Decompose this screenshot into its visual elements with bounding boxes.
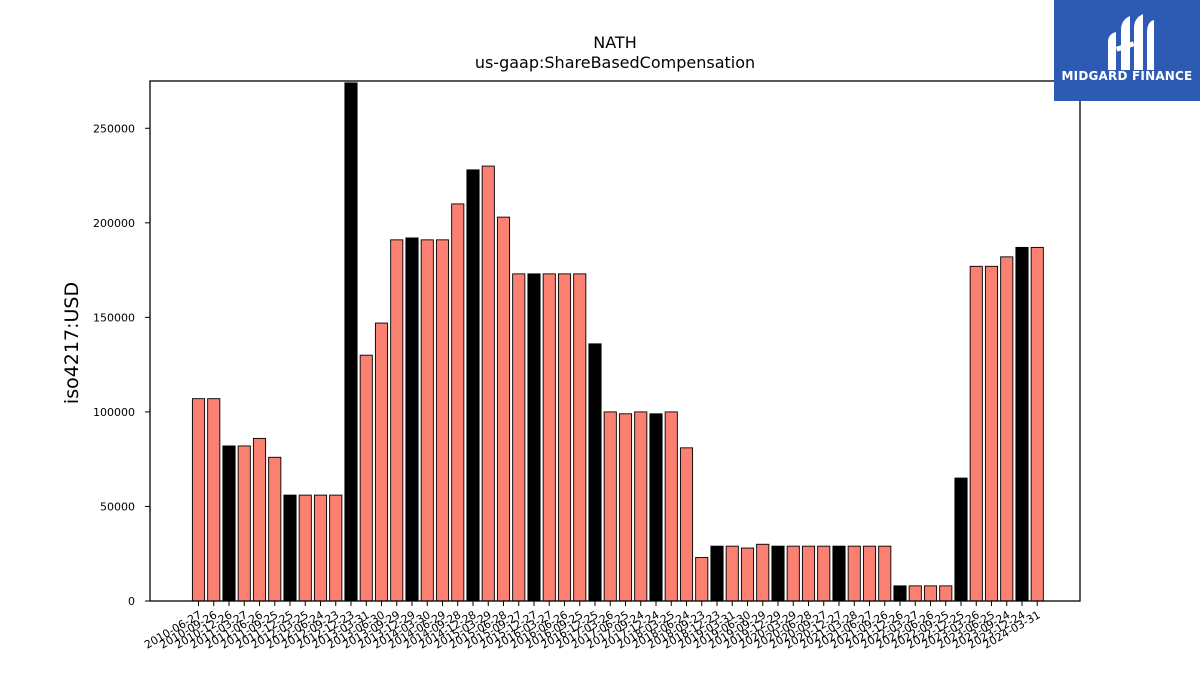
bar-2011-03-27 xyxy=(237,445,251,602)
bar-2010-09-26 xyxy=(207,398,221,602)
bar-2010-06-27 xyxy=(191,398,206,602)
bar-2023-03-26 xyxy=(969,265,983,602)
bar-2016-12-25 xyxy=(588,343,602,602)
midgard-finance-logo: MIDGARD FINANCE xyxy=(1054,0,1200,101)
bar-2023-06-25 xyxy=(984,265,999,602)
bar-2018-09-23 xyxy=(695,557,709,602)
plot-frame xyxy=(149,80,1081,602)
bar-2017-06-25 xyxy=(618,413,633,602)
bar-2017-12-24 xyxy=(649,413,663,602)
bar-2019-12-29 xyxy=(771,545,785,602)
bar-2016-06-26 xyxy=(557,273,572,602)
bar-2020-12-27 xyxy=(832,545,846,602)
y-tick-label: 0 xyxy=(128,595,135,608)
midgard-logo-icon xyxy=(1108,14,1154,70)
bar-2011-12-25 xyxy=(283,494,297,602)
bar-2011-09-25 xyxy=(268,456,282,602)
bar-2013-09-29 xyxy=(390,239,404,602)
bar-2014-03-30 xyxy=(420,239,434,602)
bar-2021-12-26 xyxy=(893,585,907,602)
bar-2021-03-28 xyxy=(847,545,861,602)
bar-2010-12-26 xyxy=(222,445,236,602)
bar-2018-06-24 xyxy=(679,447,694,602)
bar-2014-06-29 xyxy=(435,239,450,602)
bar-2023-12-24 xyxy=(1015,246,1029,602)
bar-2019-06-30 xyxy=(740,547,755,602)
y-tick-label: 200000 xyxy=(93,217,135,230)
y-axis-label: iso4217:USD xyxy=(61,282,83,404)
bar-2022-06-26 xyxy=(923,585,938,602)
bar-2017-09-24 xyxy=(634,411,648,602)
bar-2014-12-28 xyxy=(466,169,480,602)
bar-2019-09-29 xyxy=(756,543,770,602)
bar-2015-09-27 xyxy=(512,273,526,602)
bar-2021-06-27 xyxy=(862,545,877,602)
bar-2013-06-30 xyxy=(374,322,389,602)
bar-2011-06-26 xyxy=(252,437,267,602)
chart-title: NATH xyxy=(593,33,636,52)
bar-2017-03-26 xyxy=(603,411,617,602)
bar-2012-12-23 xyxy=(344,82,358,602)
bar-2018-03-25 xyxy=(664,411,678,602)
bar-2020-03-29 xyxy=(786,545,800,602)
bar-2021-09-26 xyxy=(878,545,892,602)
bar-2015-03-29 xyxy=(481,165,495,602)
y-tick-label: 50000 xyxy=(100,500,135,513)
y-tick-label: 250000 xyxy=(93,122,135,135)
bar-2024-03-31 xyxy=(1030,246,1044,602)
bar-2023-09-24 xyxy=(1000,256,1014,602)
bar-2013-12-29 xyxy=(405,237,419,602)
bar-2016-09-25 xyxy=(573,273,587,602)
logo-text: MIDGARD FINANCE xyxy=(1061,69,1193,83)
bar-2022-03-27 xyxy=(908,585,922,602)
bar-2018-12-23 xyxy=(710,545,724,602)
bar-2012-03-25 xyxy=(298,494,312,602)
bar-2020-09-27 xyxy=(817,545,831,602)
bar-2019-03-31 xyxy=(725,545,739,602)
bar-2016-03-27 xyxy=(542,273,556,602)
bar-2015-12-27 xyxy=(527,273,541,602)
chart-subtitle: us-gaap:ShareBasedCompensation xyxy=(475,53,755,72)
bar-2013-03-31 xyxy=(359,354,373,602)
bar-2015-06-28 xyxy=(496,216,511,602)
bar-group xyxy=(191,82,1044,602)
bar-2014-09-28 xyxy=(451,203,465,602)
bar-2022-12-25 xyxy=(954,477,968,602)
bar-2020-06-28 xyxy=(801,545,816,602)
bar-2022-09-25 xyxy=(939,585,953,602)
bar-2012-09-23 xyxy=(329,494,343,602)
bar-2012-06-24 xyxy=(313,494,328,602)
y-axis-ticks: 0 50000 100000 150000 200000 250000 xyxy=(93,122,150,608)
y-tick-label: 150000 xyxy=(93,311,135,324)
x-axis-ticks: 2010-06-272010-09-262010-12-262011-03-27… xyxy=(142,601,1043,652)
y-tick-label: 100000 xyxy=(93,406,135,419)
